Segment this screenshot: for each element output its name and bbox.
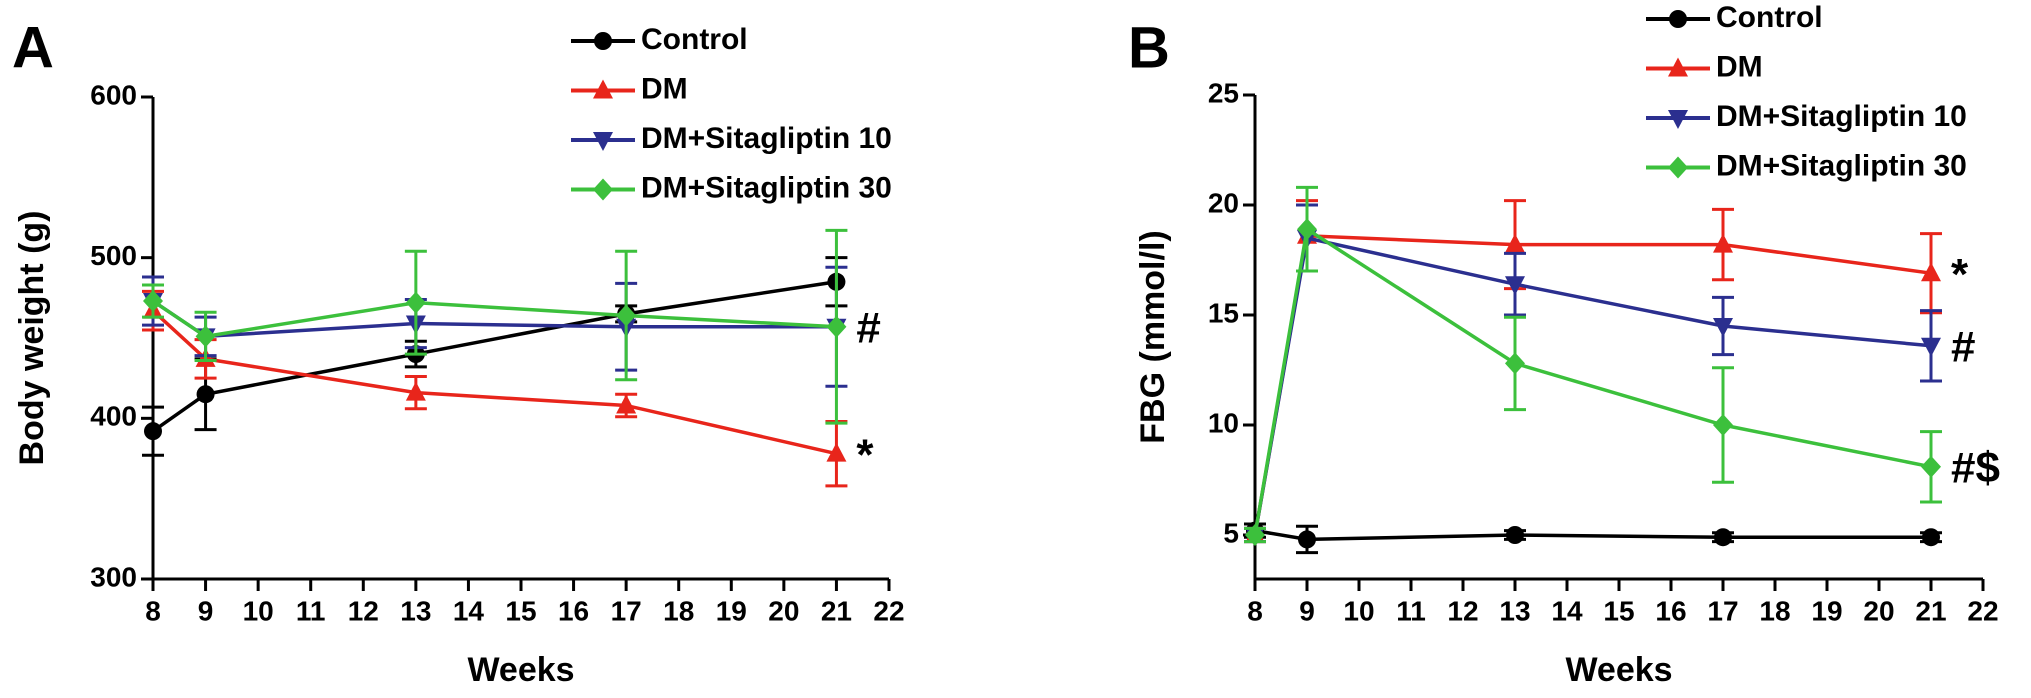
x-tick-label: 16	[558, 595, 589, 626]
marker	[616, 304, 637, 327]
panel-label: A	[12, 15, 54, 80]
legend-marker	[1668, 156, 1688, 179]
y-tick-label: 15	[1208, 297, 1239, 328]
marker	[1922, 528, 1940, 547]
legend-label: DM+Sitagliptin 30	[641, 171, 892, 204]
legend-label: DM+Sitagliptin 10	[1716, 100, 1967, 133]
x-axis-label: Weeks	[467, 651, 574, 689]
annotation: #	[1951, 322, 1975, 371]
x-tick-label: 22	[1967, 595, 1998, 626]
x-tick-label: 12	[1447, 595, 1478, 626]
x-tick-label: 13	[1499, 595, 1530, 626]
marker	[826, 442, 847, 462]
marker	[143, 290, 163, 313]
x-axis-label: Weeks	[1565, 651, 1672, 689]
panel-label: B	[1128, 15, 1170, 80]
x-tick-label: 9	[1299, 595, 1315, 626]
series-line	[1253, 226, 1932, 536]
marker	[826, 315, 847, 338]
x-tick-label: 8	[1247, 595, 1263, 626]
x-tick-label: 21	[1915, 595, 1946, 626]
y-tick-label: 5	[1223, 517, 1239, 548]
marker	[1921, 337, 1941, 357]
y-tick-label: 300	[90, 561, 137, 592]
y-axis-label: FBG (mmol/l)	[1134, 230, 1172, 443]
marker	[1505, 233, 1525, 253]
y-tick-label: 400	[90, 401, 137, 432]
marker	[616, 394, 637, 414]
marker	[195, 325, 216, 348]
x-tick-label: 16	[1655, 595, 1686, 626]
marker	[1921, 262, 1941, 282]
marker	[144, 422, 162, 441]
x-tick-label: 9	[198, 595, 214, 626]
marker	[1245, 524, 1265, 546]
marker	[1505, 276, 1525, 296]
marker	[196, 385, 215, 404]
marker	[1713, 318, 1733, 337]
x-tick-label: 13	[400, 595, 431, 626]
x-tick-label: 19	[1811, 595, 1842, 626]
legend-marker	[1668, 57, 1688, 77]
x-tick-label: 20	[1863, 595, 1894, 626]
legend-label: DM	[1716, 50, 1763, 83]
marker	[1505, 352, 1525, 375]
y-axis-label: Body weight (g)	[13, 211, 51, 466]
marker	[405, 381, 426, 401]
marker	[405, 291, 426, 314]
x-tick-label: 18	[1759, 595, 1790, 626]
x-tick-label: 19	[716, 595, 747, 626]
y-tick-label: 600	[90, 79, 137, 110]
x-tick-label: 17	[611, 595, 642, 626]
x-tick-label: 15	[505, 595, 536, 626]
legend-marker	[1669, 10, 1687, 28]
legend-marker	[593, 178, 613, 201]
legend-marker	[594, 32, 612, 50]
legend-marker	[593, 132, 613, 151]
annotation: #	[856, 303, 880, 352]
marker	[1506, 526, 1524, 544]
marker	[1297, 218, 1317, 241]
legend-label: DM	[641, 72, 688, 105]
x-tick-label: 22	[873, 595, 904, 626]
x-tick-label: 20	[768, 595, 799, 626]
legend-marker	[1668, 110, 1688, 129]
x-tick-label: 17	[1707, 595, 1738, 626]
x-tick-label: 11	[296, 595, 326, 626]
x-tick-label: 18	[663, 595, 694, 626]
marker	[1713, 414, 1733, 436]
x-tick-label: 15	[1603, 595, 1634, 626]
x-tick-label: 10	[243, 595, 274, 626]
annotation: *	[856, 430, 874, 479]
y-tick-label: 25	[1208, 77, 1239, 108]
x-tick-label: 12	[348, 595, 379, 626]
marker	[1714, 528, 1732, 547]
x-tick-label: 10	[1343, 595, 1374, 626]
marker	[1298, 530, 1316, 549]
marker	[1921, 455, 1941, 478]
y-tick-label: 10	[1208, 407, 1239, 438]
x-tick-label: 14	[1551, 595, 1583, 626]
series-line	[152, 299, 837, 339]
legend-label: Control	[1716, 1, 1823, 34]
y-tick-label: 20	[1208, 187, 1239, 218]
annotation: #$	[1951, 443, 2000, 492]
series-line	[1254, 528, 1931, 542]
y-tick-label: 500	[90, 240, 137, 271]
x-tick-label: 11	[1396, 595, 1426, 626]
legend-label: DM+Sitagliptin 30	[1716, 149, 1967, 182]
legend-label: DM+Sitagliptin 10	[641, 122, 892, 155]
legend-marker	[593, 79, 613, 99]
annotation: *	[1951, 250, 1969, 299]
x-tick-label: 14	[453, 595, 485, 626]
x-tick-label: 8	[145, 595, 161, 626]
series-line	[151, 280, 837, 433]
x-tick-label: 21	[821, 595, 852, 626]
legend-label: Control	[641, 23, 748, 56]
marker	[1713, 233, 1733, 253]
